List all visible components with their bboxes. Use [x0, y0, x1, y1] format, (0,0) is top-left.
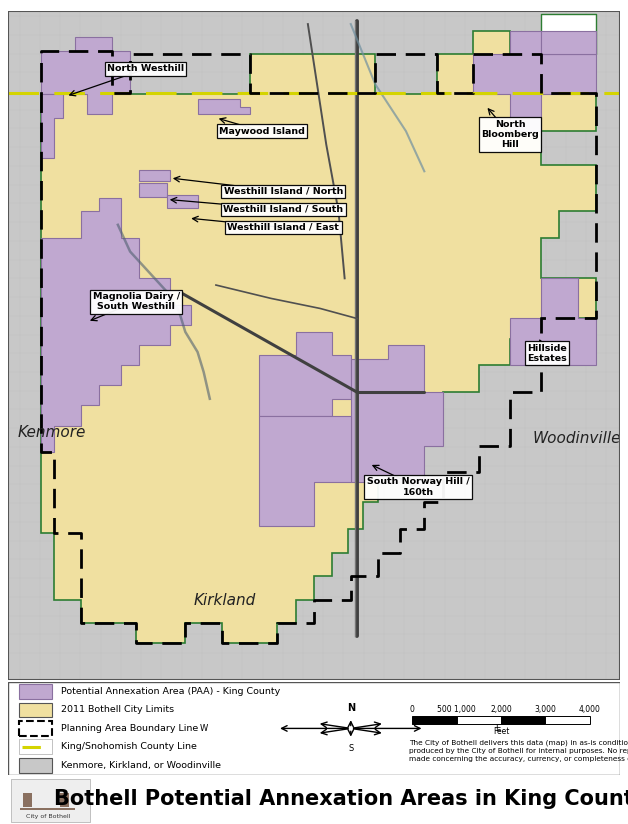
Bar — [19, 703, 52, 718]
Text: North Westhill: North Westhill — [107, 64, 184, 73]
Polygon shape — [139, 170, 170, 181]
Polygon shape — [41, 30, 596, 643]
Text: South Norway Hill /
160th: South Norway Hill / 160th — [367, 477, 470, 497]
Text: Bothell Potential Annexation Areas in King County: Bothell Potential Annexation Areas in Ki… — [54, 789, 628, 809]
Text: 3,000: 3,000 — [534, 705, 556, 714]
Polygon shape — [41, 198, 192, 452]
Text: Westhill Island / North: Westhill Island / North — [224, 187, 343, 196]
Text: Magnolia Dairy /
South Westhill: Magnolia Dairy / South Westhill — [92, 292, 180, 311]
Text: City of Bothell: City of Bothell — [26, 814, 70, 819]
Text: 0: 0 — [409, 705, 414, 714]
Bar — [457, 716, 501, 724]
Text: Planning Area Boundary Line: Planning Area Boundary Line — [62, 724, 198, 733]
Bar — [541, 14, 596, 54]
Bar — [11, 779, 90, 822]
Text: Woodinville: Woodinville — [532, 432, 620, 447]
Text: 2,000: 2,000 — [490, 705, 512, 714]
Polygon shape — [41, 94, 63, 158]
Text: North
Bloomberg
Hill: North Bloomberg Hill — [481, 119, 539, 149]
Polygon shape — [198, 99, 250, 115]
Bar — [501, 716, 545, 724]
Bar — [23, 793, 32, 808]
Bar — [19, 721, 52, 736]
Text: Maywood Island: Maywood Island — [219, 127, 305, 136]
Polygon shape — [259, 415, 351, 526]
Bar — [412, 716, 457, 724]
Bar — [19, 684, 52, 699]
Text: 500 1,000: 500 1,000 — [437, 705, 476, 714]
Text: Potential Annexation Area (PAA) - King County: Potential Annexation Area (PAA) - King C… — [62, 687, 281, 696]
Text: S: S — [348, 744, 354, 753]
Polygon shape — [541, 30, 596, 54]
Bar — [19, 758, 52, 773]
Polygon shape — [474, 30, 596, 131]
Bar — [19, 739, 52, 754]
Bar — [20, 808, 75, 810]
Text: 2011 Bothell City Limits: 2011 Bothell City Limits — [62, 705, 175, 714]
Polygon shape — [167, 194, 198, 208]
Text: Westhill Island / South: Westhill Island / South — [224, 205, 344, 214]
Text: Feet: Feet — [493, 727, 509, 736]
Polygon shape — [351, 345, 443, 482]
Polygon shape — [41, 37, 130, 115]
Text: W: W — [200, 724, 208, 733]
Text: Hillside
Estates: Hillside Estates — [527, 344, 567, 363]
Text: E: E — [495, 724, 501, 733]
Polygon shape — [259, 332, 351, 415]
Bar — [60, 793, 69, 808]
Text: Westhill Island / East: Westhill Island / East — [227, 223, 339, 232]
Text: The City of Bothell delivers this data (map) in as-is condition.  GIS data (maps: The City of Bothell delivers this data (… — [409, 739, 628, 762]
Text: Kenmore, Kirkland, or Woodinville: Kenmore, Kirkland, or Woodinville — [62, 761, 222, 770]
Text: Kenmore: Kenmore — [18, 424, 86, 440]
Bar — [545, 716, 590, 724]
Polygon shape — [139, 183, 167, 197]
Polygon shape — [510, 279, 596, 365]
Text: King/Snohomish County Line: King/Snohomish County Line — [62, 742, 197, 751]
Text: N: N — [347, 703, 355, 713]
Text: 4,000: 4,000 — [579, 705, 601, 714]
Text: Kirkland: Kirkland — [194, 593, 256, 608]
